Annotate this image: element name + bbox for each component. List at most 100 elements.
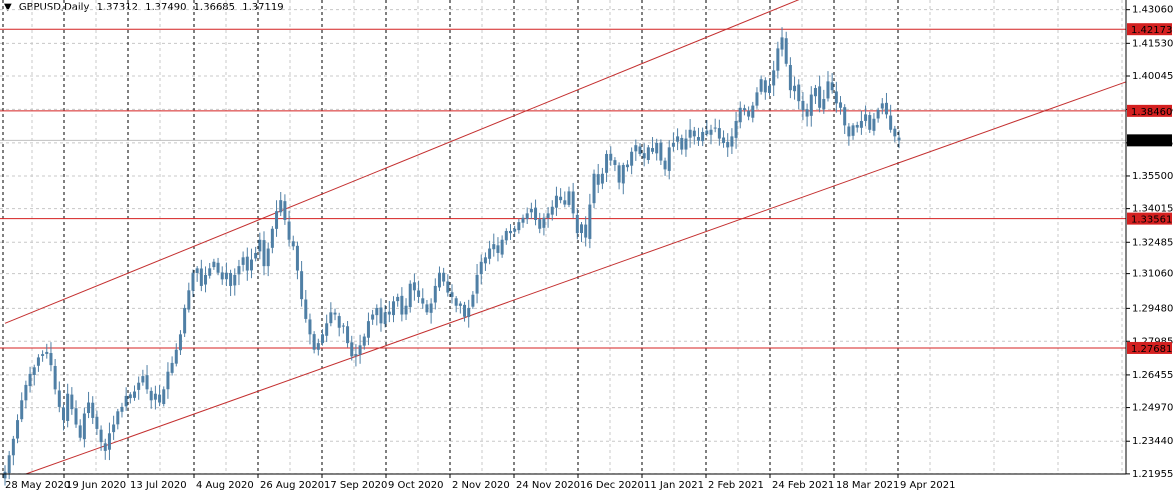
y-tick-label: 1.32485	[1132, 237, 1173, 248]
trend-channel	[4, 0, 1126, 474]
x-tick-label: 24 Nov 2020	[516, 480, 580, 491]
candle-body	[671, 142, 675, 147]
x-tick-label: 2 Feb 2021	[708, 480, 764, 491]
candle-body	[580, 224, 584, 233]
level-label: 1.27681	[1131, 344, 1172, 355]
candle-body	[513, 228, 517, 232]
candle-body	[254, 252, 258, 259]
candle-body	[734, 120, 738, 138]
candle-body	[312, 334, 316, 350]
candle-body	[442, 272, 446, 282]
candle-body	[249, 259, 253, 271]
candle-body	[320, 334, 324, 344]
candle-body	[387, 311, 391, 315]
candle-body	[404, 305, 408, 315]
candle-body	[864, 114, 868, 121]
candle-body	[53, 366, 57, 390]
candle-body	[780, 37, 784, 50]
candle-body	[813, 87, 817, 97]
candle-body	[655, 142, 659, 154]
price-labels: 1.42173 1.38460 1.33561 1.27681 1.37119	[1127, 23, 1172, 355]
candle-body	[141, 376, 145, 383]
candle-body	[178, 334, 182, 351]
candle-body	[233, 274, 237, 286]
candle-body	[492, 244, 496, 250]
candle-body	[483, 257, 487, 264]
candle-body	[358, 345, 362, 355]
candle-body	[538, 219, 542, 229]
candle-body	[592, 173, 596, 204]
candle-body	[600, 173, 604, 184]
candle-body	[559, 196, 563, 201]
candle-body	[187, 290, 191, 310]
y-tick-label: 1.27985	[1132, 336, 1173, 347]
x-tick-label: 9 Oct 2020	[388, 480, 443, 491]
high-value: 1.37490	[145, 2, 187, 13]
candle-body	[868, 115, 872, 130]
candle-body	[95, 416, 99, 429]
y-tick-label: 1.41530	[1132, 38, 1173, 49]
candle-body	[241, 257, 245, 265]
x-tick-label: 19 Jun 2020	[66, 480, 126, 491]
y-tick-label: 1.34015	[1132, 204, 1173, 215]
candle-body	[705, 130, 709, 135]
candle-body	[366, 321, 370, 338]
candle-body	[488, 248, 492, 259]
candle-body	[596, 174, 600, 185]
candle-body	[262, 240, 266, 267]
candle-body	[880, 103, 884, 109]
candle-body	[642, 153, 646, 159]
low-value: 1.36685	[193, 2, 236, 13]
candle-body	[166, 371, 170, 390]
candle-body	[588, 204, 592, 239]
candle-body	[818, 86, 822, 108]
candle-body	[362, 336, 366, 346]
candle-body	[24, 384, 28, 401]
candle-body	[713, 127, 717, 129]
candle-body	[793, 85, 797, 92]
candle-body	[216, 262, 220, 273]
candle-body	[66, 393, 70, 421]
candle-body	[659, 142, 663, 161]
candle-body	[379, 307, 383, 324]
candle-body	[463, 304, 467, 317]
candle-body	[266, 248, 270, 267]
candle-body	[692, 130, 696, 137]
candle-body	[517, 222, 521, 231]
candle-body	[291, 241, 295, 247]
candle-body	[609, 153, 613, 161]
channel-line-lower	[25, 81, 1126, 474]
candle-body	[45, 351, 49, 354]
x-tick-label: 18 Mar 2021	[836, 480, 899, 491]
candle-body	[893, 128, 897, 137]
candle-body	[283, 201, 287, 220]
y-tick-label: 1.31060	[1132, 269, 1173, 280]
candle-body	[11, 438, 15, 456]
candle-body	[613, 160, 617, 165]
candle-body	[78, 425, 82, 438]
y-tick-label: 1.23440	[1132, 436, 1173, 447]
candle-body	[625, 164, 629, 168]
candle-body	[751, 105, 755, 118]
candle-body	[20, 400, 24, 420]
candle-body	[304, 299, 308, 319]
candle-body	[872, 118, 876, 131]
candle-body	[16, 420, 20, 439]
current-price-label-bg	[1127, 134, 1172, 147]
candle-body	[834, 91, 838, 104]
candle-body	[437, 272, 441, 288]
candle-body	[742, 108, 746, 110]
candle-body	[667, 147, 671, 171]
candle-body	[458, 303, 462, 306]
candle-body	[183, 307, 187, 334]
candle-body	[220, 272, 224, 280]
dropdown-arrow-icon[interactable]: ▼	[4, 2, 12, 13]
candle-body	[199, 268, 203, 286]
candle-body	[325, 323, 329, 336]
candle-body	[467, 307, 471, 317]
candle-body	[730, 136, 734, 147]
candle-body	[701, 131, 705, 142]
candle-body	[329, 312, 333, 324]
